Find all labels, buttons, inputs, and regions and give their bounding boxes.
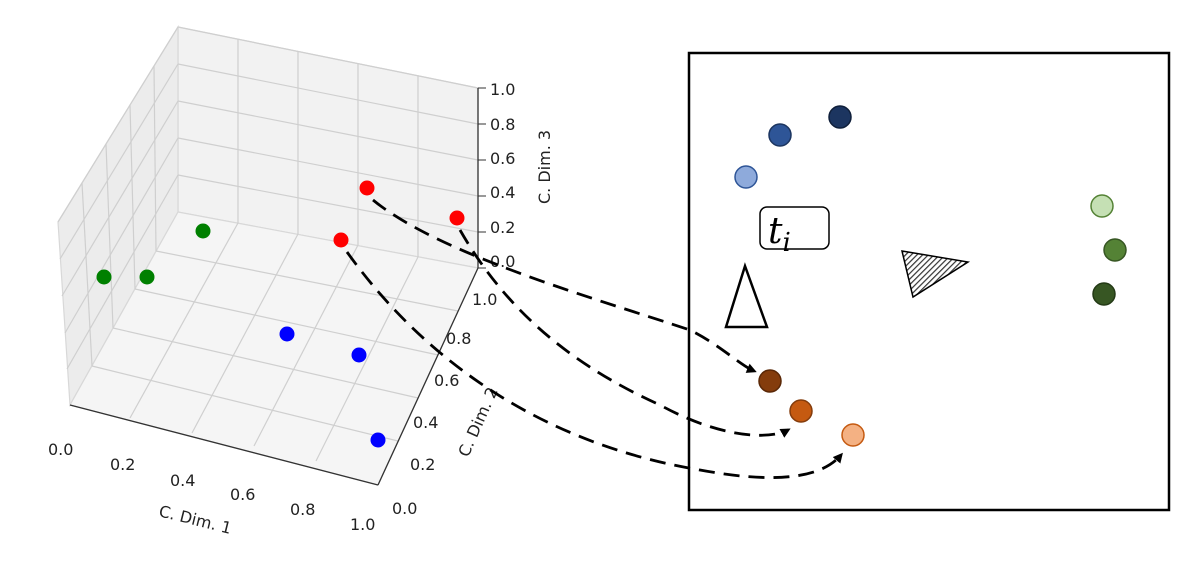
green-point <box>195 223 211 239</box>
points-green <box>96 223 211 285</box>
blue-light-point <box>734 165 758 189</box>
arrow-to-orange-dark <box>372 198 757 373</box>
y-axis-ticks: 0.0 0.2 0.4 0.6 0.8 1.0 <box>392 290 497 518</box>
green-dark-point <box>1092 282 1116 306</box>
y-axis-line <box>377 267 479 486</box>
z-axis-ticks: 0.0 0.2 0.4 0.6 0.8 1.0 <box>478 80 515 271</box>
embedding-panel: ti <box>687 51 1171 512</box>
svg-text:ti: ti <box>768 211 791 258</box>
label-subscript: i <box>782 228 790 258</box>
y-tick-label: 1.0 <box>472 290 497 309</box>
points-red <box>333 180 465 248</box>
x-tick-label: 0.0 <box>48 440 73 459</box>
x-tick-label: 0.2 <box>110 455 135 474</box>
blue-point <box>351 347 367 363</box>
green-mid-point <box>1103 238 1127 262</box>
blue-point <box>279 326 295 342</box>
triangle-hatched-icon <box>901 250 971 299</box>
green-light-point <box>1090 194 1114 218</box>
y-tick-label: 0.2 <box>410 455 435 474</box>
green-point <box>96 269 112 285</box>
z-tick-label: 0.0 <box>490 252 515 271</box>
green-point <box>139 269 155 285</box>
x-axis-label: C. Dim. 1 <box>157 501 233 537</box>
x-axis-line <box>69 404 379 486</box>
y-tick-label: 0.4 <box>413 413 438 432</box>
orange-mid-point <box>789 399 813 423</box>
red-point <box>359 180 375 196</box>
y-tick-label: 0.8 <box>446 329 471 348</box>
red-point <box>333 232 349 248</box>
triangle-outline-icon <box>724 262 769 329</box>
z-tick-label: 1.0 <box>490 80 515 99</box>
x-axis-ticks: 0.0 0.2 0.4 0.6 0.8 1.0 <box>48 440 375 534</box>
arrow-to-orange-light <box>345 251 843 479</box>
y-axis-label: C. Dim. 2 <box>454 384 501 459</box>
mapping-arrows <box>345 198 843 479</box>
x-tick-label: 0.6 <box>230 485 255 504</box>
y-tick-label: 0.0 <box>392 499 417 518</box>
z-axis-label: C. Dim. 3 <box>535 130 554 204</box>
back-grid <box>177 26 479 257</box>
orange-dark-point <box>758 369 782 393</box>
label-base: t <box>768 211 783 252</box>
left-grid <box>57 26 179 370</box>
x-tick-label: 0.4 <box>170 471 195 490</box>
z-tick-label: 0.8 <box>490 115 515 134</box>
z-tick-label: 0.2 <box>490 218 515 237</box>
arrow-to-orange-mid <box>458 229 791 438</box>
label-ti: ti <box>759 206 830 258</box>
z-tick-label: 0.6 <box>490 149 515 168</box>
blue-dark-point <box>828 105 852 129</box>
blue-mid-point <box>768 123 792 147</box>
blue-point <box>370 432 386 448</box>
z-tick-label: 0.4 <box>490 183 515 202</box>
x-tick-label: 1.0 <box>350 515 375 534</box>
x-tick-label: 0.8 <box>290 500 315 519</box>
scatter-3d-plot: 0.0 0.2 0.4 0.6 0.8 1.0 C. Dim. 1 0.0 0.… <box>48 24 554 538</box>
orange-light-point <box>841 423 865 447</box>
y-tick-label: 0.6 <box>434 371 459 390</box>
floor-grid <box>91 222 459 462</box>
red-point <box>449 210 465 226</box>
points-blue <box>279 326 386 448</box>
